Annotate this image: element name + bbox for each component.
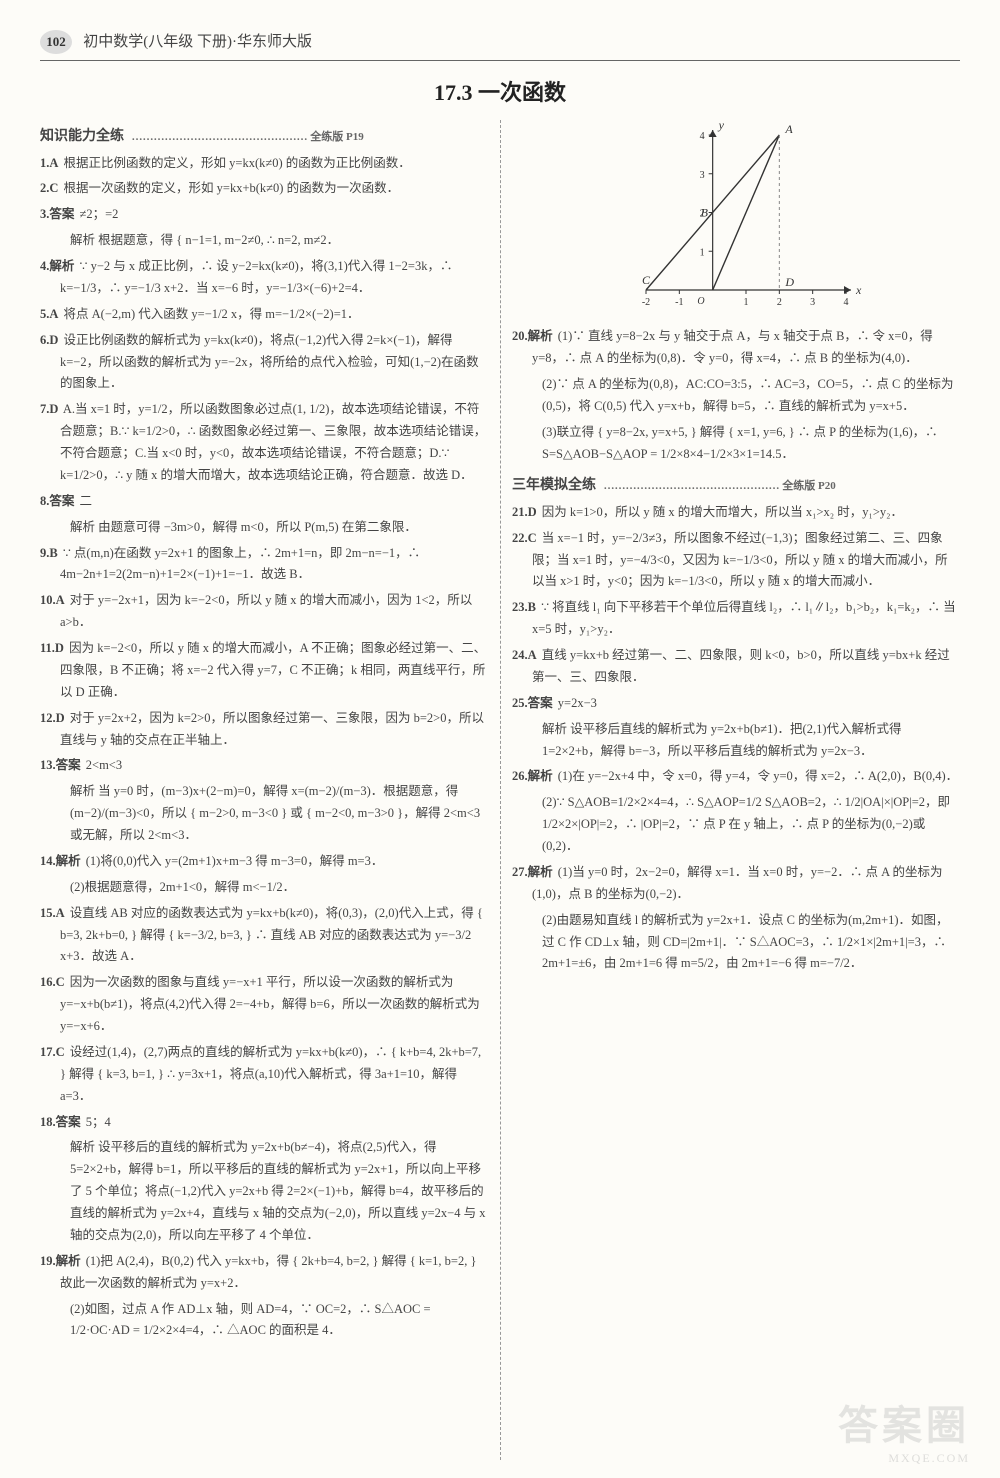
svg-text:1: 1 [700,247,705,258]
item-20c: (3)联立得 { y=8−2x, y=x+5, } 解得 { x=1, y=6,… [512,422,960,466]
item-16: 16.C 因为一次函数的图象与直线 y=−x+1 平行，所以设一次函数的解析式为… [40,972,488,1038]
item-7: 7.D A.当 x=1 时，y=1/2，所以函数图象必过点(1, 1/2)，故本… [40,399,488,487]
item-18-sub: 解析 设平移后的直线的解析式为 y=2x+b(b≠−4)，将点(2,5)代入，得… [40,1137,488,1246]
item-19: 19.解析 (1)把 A(2,4)，B(0,2) 代入 y=kx+b，得 { 2… [40,1251,488,1295]
item-25: 25.答案 y=2x−3 [512,693,960,715]
item-5: 5.A 将点 A(−2,m) 代入函数 y=−1/2 x，得 m=−1/2×(−… [40,304,488,326]
item-12: 12.D 对于 y=2x+2，因为 k=2>0，所以图象经过第一、三象限，因为 … [40,708,488,752]
svg-text:2: 2 [777,297,782,308]
page-header: 102 初中数学(八年级 下册)·华东师大版 [40,30,960,61]
svg-text:1: 1 [744,297,749,308]
item-18: 18.答案 5；4 [40,1112,488,1134]
item-11: 11.D 因为 k=−2<0，所以 y 随 x 的增大而减小，A 不正确；图象必… [40,638,488,704]
svg-text:B: B [701,206,709,220]
item-20b: (2)∵ 点 A 的坐标为(0,8)，AC:CO=3:5，∴ AC=3，CO=5… [512,374,960,418]
item-22: 22.C 当 x=−1 时，y=−2/3≠3，所以图象不经过(−1,3)；图象经… [512,528,960,594]
page-number: 102 [40,30,72,54]
item-8-sub: 解析 由题意可得 −3m>0，解得 m<0，所以 P(m,5) 在第二象限． [40,517,488,539]
section-2-head: 三年模拟全练 ………………………………………… 全练版 P20 [512,475,960,497]
item-21: 21.D 因为 k=1>0，所以 y 随 x 的增大而增大，所以当 x₁>x₂ … [512,502,960,524]
watermark-sub: MXQE.COM [888,1449,970,1468]
item-17: 17.C 设经过(1,4)，(2,7)两点的直线的解析式为 y=kx+b(k≠0… [40,1042,488,1108]
item-8: 8.答案 二 [40,491,488,513]
item-3: 3.答案 ≠2；=2 [40,204,488,226]
item-19b: (2)如图，过点 A 作 AD⊥x 轴，则 AD=4，∵ OC=2，∴ S△AO… [40,1299,488,1343]
svg-text:3: 3 [700,170,705,181]
item-14b: (2)根据题意得，2m+1<0，解得 m<−1/2． [40,877,488,899]
item-27b: (2)由题易知直线 l 的解析式为 y=2x+1．设点 C 的坐标为(m,2m+… [512,910,960,976]
item-3-sub: 解析 根据题意，得 { n−1=1, m−2≠0, ∴ n=2, m≠2． [40,230,488,252]
figure-19: -2-112341234OxyABCD [606,120,866,320]
item-26b: (2)∵ S△AOB=1/2×2×4=4，∴ S△AOP=1/2 S△AOB=2… [512,792,960,858]
item-10: 10.A 对于 y=−2x+1，因为 k=−2<0，所以 y 随 x 的增大而减… [40,590,488,634]
item-4: 4.解析 ∵ y−2 与 x 成正比例，∴ 设 y−2=kx(k≠0)，将(3,… [40,256,488,300]
section-2-title: 三年模拟全练 [512,478,596,493]
item-25-sub: 解析 设平移后直线的解析式为 y=2x+b(b≠1)．把(2,1)代入解析式得 … [512,719,960,763]
content-columns: 知识能力全练 ………………………………………… 全练版 P19 1.A 根据正比… [40,120,960,1460]
svg-text:D: D [784,275,794,289]
item-2: 2.C 根据一次函数的定义，形如 y=kx+b(k≠0) 的函数为一次函数． [40,178,488,200]
svg-text:3: 3 [810,297,815,308]
item-24: 24.A 直线 y=kx+b 经过第一、二、四象限，则 k<0，b>0，所以直线… [512,645,960,689]
section-1-title: 知识能力全练 [40,129,124,144]
item-1: 1.A 根据正比例函数的定义，形如 y=kx(k≠0) 的函数为正比例函数． [40,153,488,175]
section-1-ref: ………………………………………… 全练版 P19 [132,131,364,143]
item-14: 14.解析 (1)将(0,0)代入 y=(2m+1)x+m−3 得 m−3=0，… [40,851,488,873]
section-1-head: 知识能力全练 ………………………………………… 全练版 P19 [40,126,488,148]
svg-text:A: A [784,122,793,136]
section-title: 17.3 一次函数 [40,75,960,110]
item-6: 6.D 设正比例函数的解析式为 y=kx(k≠0)，将点(−1,2)代入得 2=… [40,330,488,396]
header-text: 初中数学(八年级 下册)·华东师大版 [83,34,312,50]
svg-text:C: C [642,273,651,287]
section-2-ref: ………………………………………… 全练版 P20 [604,480,836,492]
svg-text:4: 4 [844,297,849,308]
item-9: 9.B ∵ 点(m,n)在函数 y=2x+1 的图象上，∴ 2m+1=n，即 2… [40,543,488,587]
svg-text:O: O [697,296,704,307]
svg-text:-1: -1 [675,297,683,308]
item-13-sub: 解析 当 y=0 时，(m−3)x+(2−m)=0，解得 x=(m−2)/(m−… [40,781,488,847]
item-13: 13.答案 2<m<3 [40,755,488,777]
svg-text:y: y [718,120,725,132]
item-26: 26.解析 (1)在 y=−2x+4 中，令 x=0，得 y=4，令 y=0，得… [512,766,960,788]
item-27: 27.解析 (1)当 y=0 时，2x−2=0，解得 x=1．当 x=0 时，y… [512,862,960,906]
item-20: 20.解析 (1)∵ 直线 y=8−2x 与 y 轴交于点 A，与 x 轴交于点… [512,326,960,370]
svg-text:-2: -2 [642,297,650,308]
item-15: 15.A 设直线 AB 对应的函数表达式为 y=kx+b(k≠0)，将(0,3)… [40,903,488,969]
svg-text:x: x [855,283,862,297]
svg-text:4: 4 [700,131,705,142]
item-23: 23.B ∵ 将直线 l₁ 向下平移若干个单位后得直线 l₂，∴ l₁∥l₂，b… [512,597,960,641]
